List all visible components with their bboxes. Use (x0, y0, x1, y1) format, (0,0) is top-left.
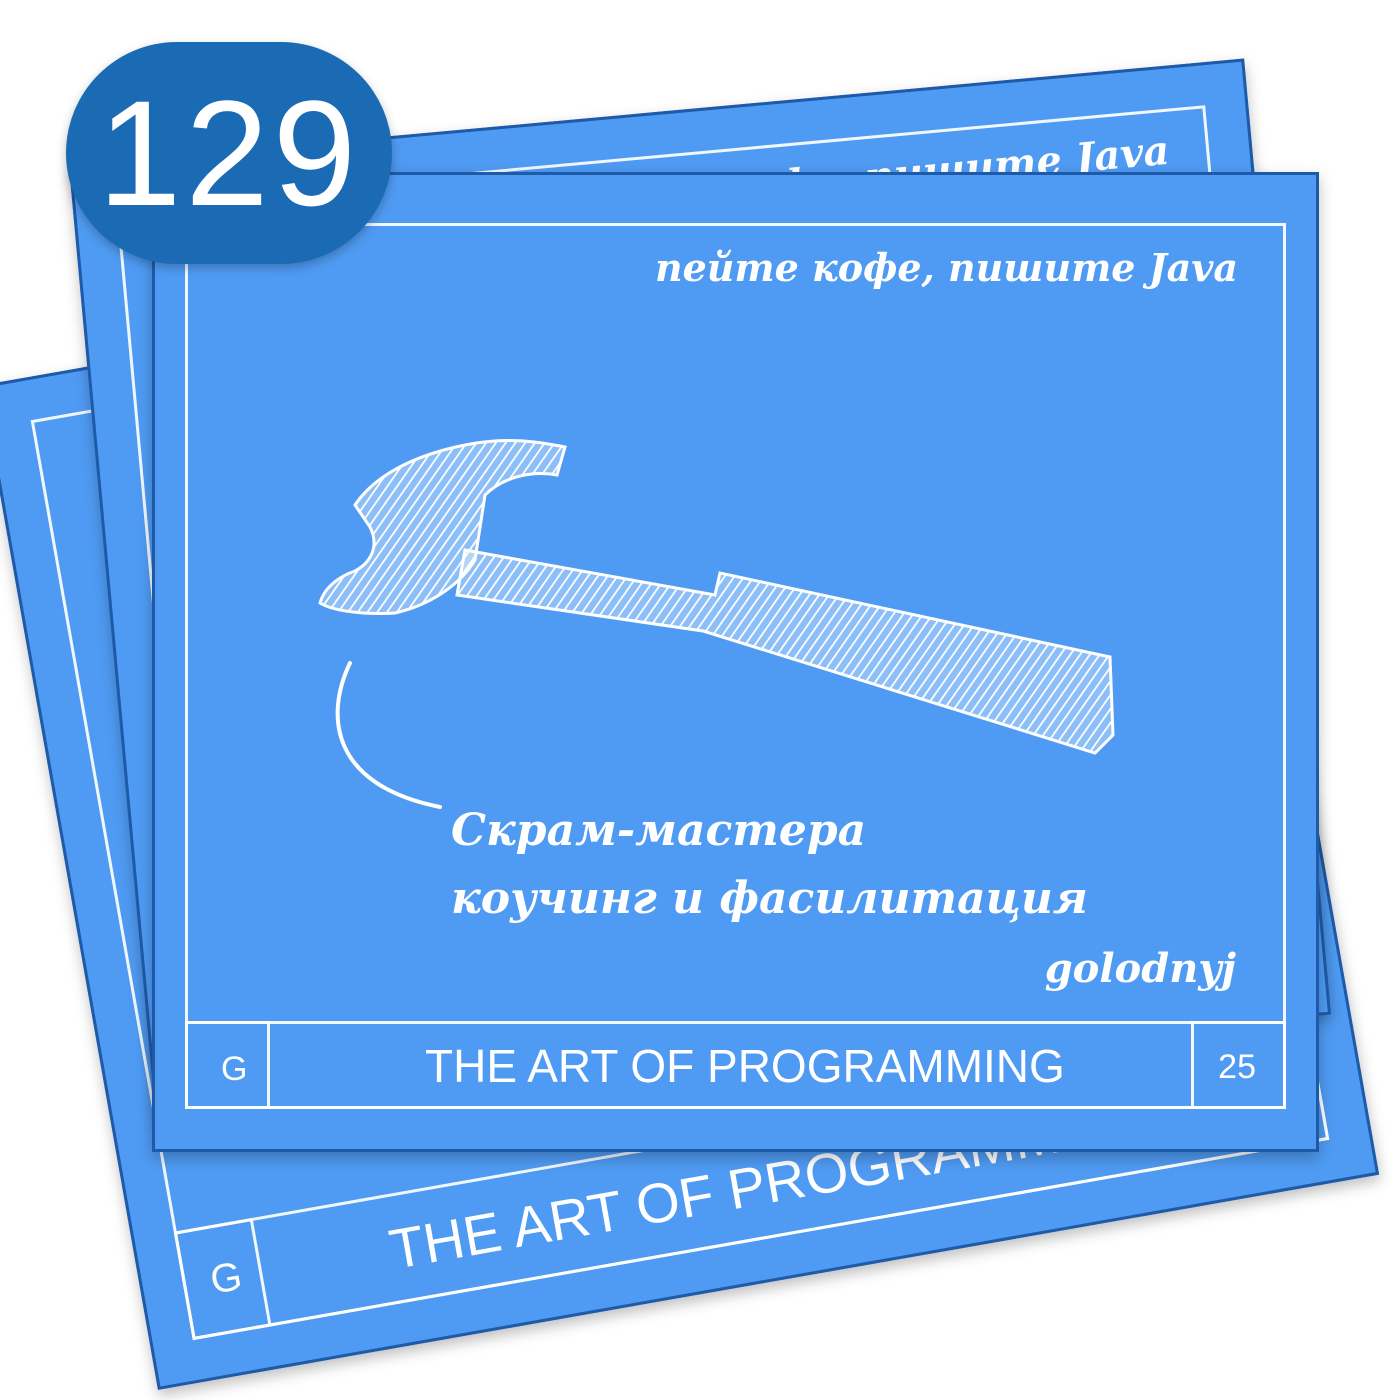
front-card-footer-left-box (185, 1021, 270, 1109)
front-card-caption-line1: Скрам-мастера (451, 805, 867, 856)
front-card-footer-left: G (221, 1050, 248, 1088)
episode-badge: 129 (66, 42, 392, 264)
front-card-footer-title: THE ART OF PROGRAMMING (425, 1040, 1065, 1092)
front-card-footer-right-box (1191, 1021, 1286, 1109)
hammer-icon (318, 439, 1115, 809)
front-card-caption-line2: коучинг и фасилитация (451, 873, 1088, 924)
episode-number: 129 (97, 69, 361, 237)
front-card: пейте кофе, пишите Java Скрам-мастера ко… (152, 172, 1319, 1152)
front-card-tagline: пейте кофе, пишите Java (654, 245, 1238, 290)
front-card-author: golodnyj (1044, 945, 1236, 992)
front-card-footer-right: 25 (1218, 1048, 1256, 1086)
